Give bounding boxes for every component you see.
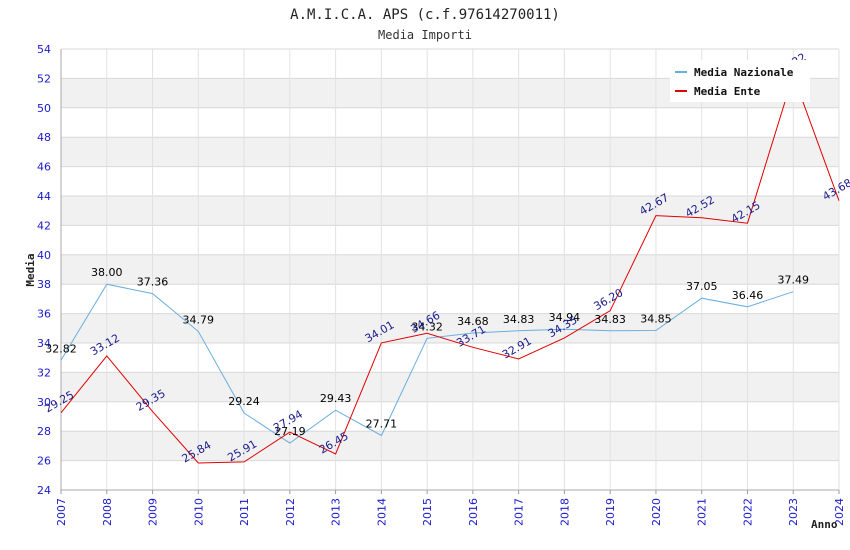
- y-tick-label: 24: [37, 484, 51, 497]
- y-tick-label: 34: [37, 337, 51, 350]
- plot-background: [61, 78, 839, 461]
- x-tick-label: 2021: [696, 498, 709, 526]
- data-label: 38.00: [91, 266, 123, 279]
- data-label: 29.25: [42, 388, 76, 415]
- data-label: 37.49: [777, 274, 809, 287]
- x-tick-label: 2015: [421, 498, 434, 526]
- x-tick-label: 2010: [192, 498, 205, 526]
- data-label: 27.19: [274, 425, 306, 438]
- plot-band: [61, 431, 839, 461]
- y-tick-label: 40: [37, 249, 51, 262]
- chart-title: A.M.I.C.A. APS (c.f.97614270011): [290, 7, 560, 23]
- x-tick-label: 2018: [558, 498, 571, 526]
- plot-band: [61, 137, 839, 167]
- series-line-media-ente: [60, 73, 840, 464]
- x-tick-label: 2022: [741, 498, 754, 526]
- y-tick-label: 38: [37, 278, 51, 291]
- legend: Media Nazionale Media Ente: [670, 60, 810, 102]
- data-label: 29.43: [320, 392, 352, 405]
- chart-subtitle: Media Importi: [378, 28, 472, 42]
- y-tick-label: 46: [37, 161, 51, 174]
- gridlines: [60, 48, 840, 491]
- x-tick-label: 2014: [375, 498, 388, 526]
- legend-label: Media Nazionale: [694, 66, 794, 79]
- data-label: 34.94: [549, 311, 581, 324]
- data-label: 37.05: [686, 280, 718, 293]
- y-axis-label: Media: [24, 253, 37, 286]
- plot-band: [61, 372, 839, 402]
- y-tick-labels: 24 26 28 30 32 34 36 38 40 42 44 46 48 50 52 54: [37, 43, 51, 497]
- data-label: 34.83: [503, 313, 535, 326]
- x-tick-label: 2019: [604, 498, 617, 526]
- data-label: 34.32: [411, 320, 443, 333]
- plot-band: [61, 313, 839, 343]
- data-label: 29.24: [228, 395, 260, 408]
- data-label: 36.46: [732, 289, 764, 302]
- y-tick-label: 36: [37, 308, 51, 321]
- series-lines: [60, 73, 840, 464]
- x-tick-label: 2016: [467, 498, 480, 526]
- axes: [60, 49, 840, 494]
- x-tick-label: 2009: [147, 498, 160, 526]
- x-tick-label: 2008: [101, 498, 114, 526]
- plot-band: [61, 196, 839, 226]
- plot-band: [61, 254, 839, 285]
- x-tick-label: 2012: [284, 498, 297, 526]
- x-tick-label: 2020: [650, 498, 663, 526]
- y-tick-label: 48: [37, 131, 51, 144]
- data-label: 27.71: [366, 417, 398, 430]
- y-tick-label: 50: [37, 102, 51, 115]
- data-label: 34.83: [594, 313, 626, 326]
- data-label: 37.36: [137, 276, 169, 289]
- x-tick-label: 2024: [833, 498, 846, 526]
- y-tick-label: 42: [37, 219, 51, 232]
- y-tick-label: 54: [37, 43, 51, 56]
- x-tick-label: 2017: [513, 498, 526, 526]
- x-tick-label: 2007: [55, 498, 68, 526]
- data-label: 34.85: [640, 313, 672, 326]
- data-label: 34.68: [457, 315, 489, 328]
- x-tick-label: 2013: [330, 498, 343, 526]
- legend-label: Media Ente: [694, 85, 761, 98]
- x-tick-label: 2011: [238, 498, 251, 526]
- data-label: 36.20: [592, 286, 626, 313]
- y-tick-label: 26: [37, 455, 51, 468]
- y-tick-label: 52: [37, 72, 51, 85]
- x-tick-labels: 2007 2008 2009 2010 2011 2012 2013 2014 2015 2016…: [55, 498, 846, 526]
- y-tick-label: 32: [37, 366, 51, 379]
- x-axis-label: Anno: [811, 518, 838, 531]
- y-tick-label: 30: [37, 396, 51, 409]
- y-tick-label: 28: [37, 425, 51, 438]
- series-line-media-nazionale: [60, 283, 794, 444]
- data-label: 32.82: [45, 342, 77, 355]
- legend-box: [670, 60, 810, 102]
- y-tick-label: 44: [37, 190, 51, 203]
- data-label: 34.79: [183, 313, 215, 326]
- x-tick-label: 2023: [787, 498, 800, 526]
